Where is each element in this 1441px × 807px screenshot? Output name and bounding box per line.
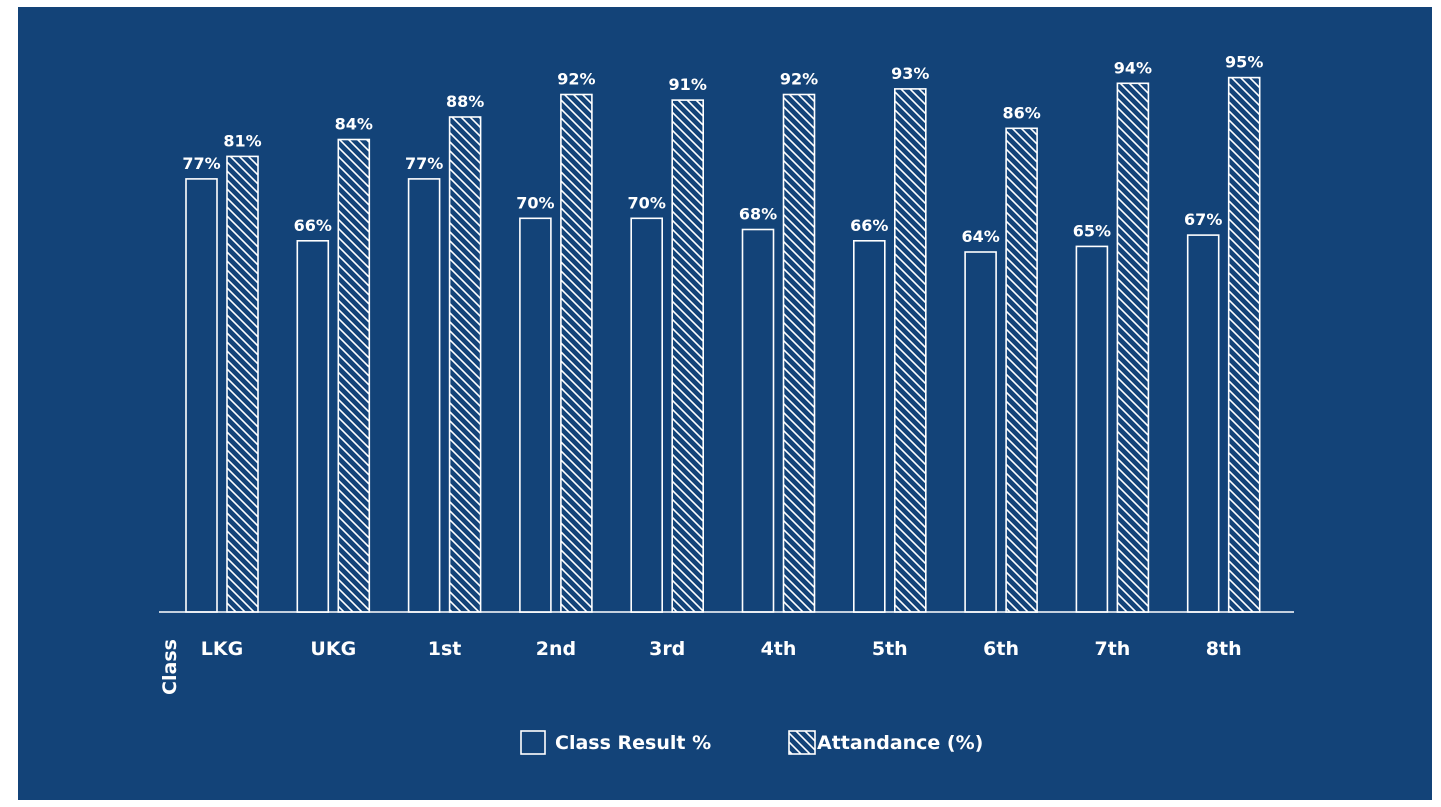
- legend-swatch-attendance: [788, 730, 816, 755]
- value-label-class-result-2nd: 70%: [516, 193, 554, 212]
- x-tick-label-3rd: 3rd: [649, 638, 685, 660]
- bar-attandance-lkg: [226, 155, 259, 613]
- x-tick-label-4th: 4th: [761, 638, 797, 660]
- value-label-class-result-3rd: 70%: [628, 193, 666, 212]
- value-label-attandance-4th: 92%: [780, 70, 818, 89]
- legend-label-attendance: Attandance (%): [817, 732, 983, 754]
- value-label-attandance-8th: 95%: [1225, 53, 1263, 72]
- bar-class-result-3rd: [630, 217, 664, 613]
- x-tick-label-2nd: 2nd: [536, 638, 576, 660]
- grouped-bar-chart: 77%81%66%84%77%88%70%92%70%91%68%92%66%9…: [18, 7, 1432, 800]
- value-label-attandance-7th: 94%: [1114, 58, 1152, 77]
- x-tick-label-lkg: LKG: [201, 638, 243, 660]
- value-label-class-result-6th: 64%: [961, 227, 999, 246]
- bar-class-result-8th: [1186, 234, 1220, 613]
- x-tick-label-7th: 7th: [1094, 638, 1130, 660]
- bar-class-result-ukg: [296, 240, 330, 613]
- bar-attandance-ukg: [337, 138, 371, 613]
- x-tick-label-1st: 1st: [428, 638, 462, 660]
- value-label-attandance-2nd: 92%: [557, 70, 595, 89]
- value-label-class-result-5th: 66%: [850, 216, 888, 235]
- bar-attandance-4th: [782, 93, 816, 613]
- x-axis-title: Class: [159, 639, 181, 695]
- bar-class-result-6th: [964, 251, 997, 613]
- value-label-attandance-6th: 86%: [1002, 103, 1040, 122]
- legend: Class Result % Attandance (%): [520, 730, 983, 755]
- value-label-attandance-1st: 88%: [446, 92, 484, 111]
- x-tick-label-8th: 8th: [1206, 638, 1242, 660]
- value-label-attandance-5th: 93%: [891, 64, 929, 83]
- x-tick-label-5th: 5th: [872, 638, 908, 660]
- bar-class-result-5th: [852, 240, 886, 613]
- legend-label-class-result: Class Result %: [555, 732, 711, 754]
- bars-layer: [185, 76, 1261, 613]
- bar-class-result-7th: [1075, 245, 1109, 613]
- value-label-class-result-7th: 65%: [1073, 221, 1111, 240]
- value-label-attandance-lkg: 81%: [223, 131, 261, 150]
- x-tick-label-ukg: UKG: [310, 638, 356, 660]
- bar-class-result-2nd: [519, 217, 552, 613]
- bar-attandance-1st: [448, 116, 482, 613]
- value-label-class-result-8th: 67%: [1184, 210, 1222, 229]
- bar-class-result-1st: [407, 178, 441, 613]
- x-tick-labels-layer: LKG UKG 1st 2nd 3rd 4th 5th 6th 7th 8th: [201, 638, 1242, 660]
- value-labels-layer: 77%81%66%84%77%88%70%92%70%91%68%92%66%9…: [182, 53, 1263, 246]
- bar-class-result-lkg: [185, 178, 218, 613]
- value-label-class-result-ukg: 66%: [294, 216, 332, 235]
- bar-class-result-4th: [741, 228, 775, 613]
- value-label-class-result-4th: 68%: [739, 205, 777, 224]
- bar-attandance-6th: [1005, 127, 1038, 613]
- bar-attandance-5th: [893, 88, 927, 613]
- bar-attandance-7th: [1116, 82, 1150, 613]
- bar-attandance-8th: [1227, 76, 1261, 613]
- value-label-class-result-lkg: 77%: [182, 154, 220, 173]
- chart-panel: 77% 81% 66% 84% 77% 88% 70% 92% 70% 91% 68% 92% 66% 9…: [18, 7, 1432, 800]
- bar-attandance-2nd: [560, 93, 593, 613]
- bar-attandance-3rd: [671, 99, 705, 613]
- x-tick-label-6th: 6th: [983, 638, 1019, 660]
- value-label-attandance-3rd: 91%: [669, 75, 707, 94]
- legend-swatch-class-result: [520, 730, 546, 755]
- value-label-attandance-ukg: 84%: [335, 115, 373, 134]
- value-label-class-result-1st: 77%: [405, 154, 443, 173]
